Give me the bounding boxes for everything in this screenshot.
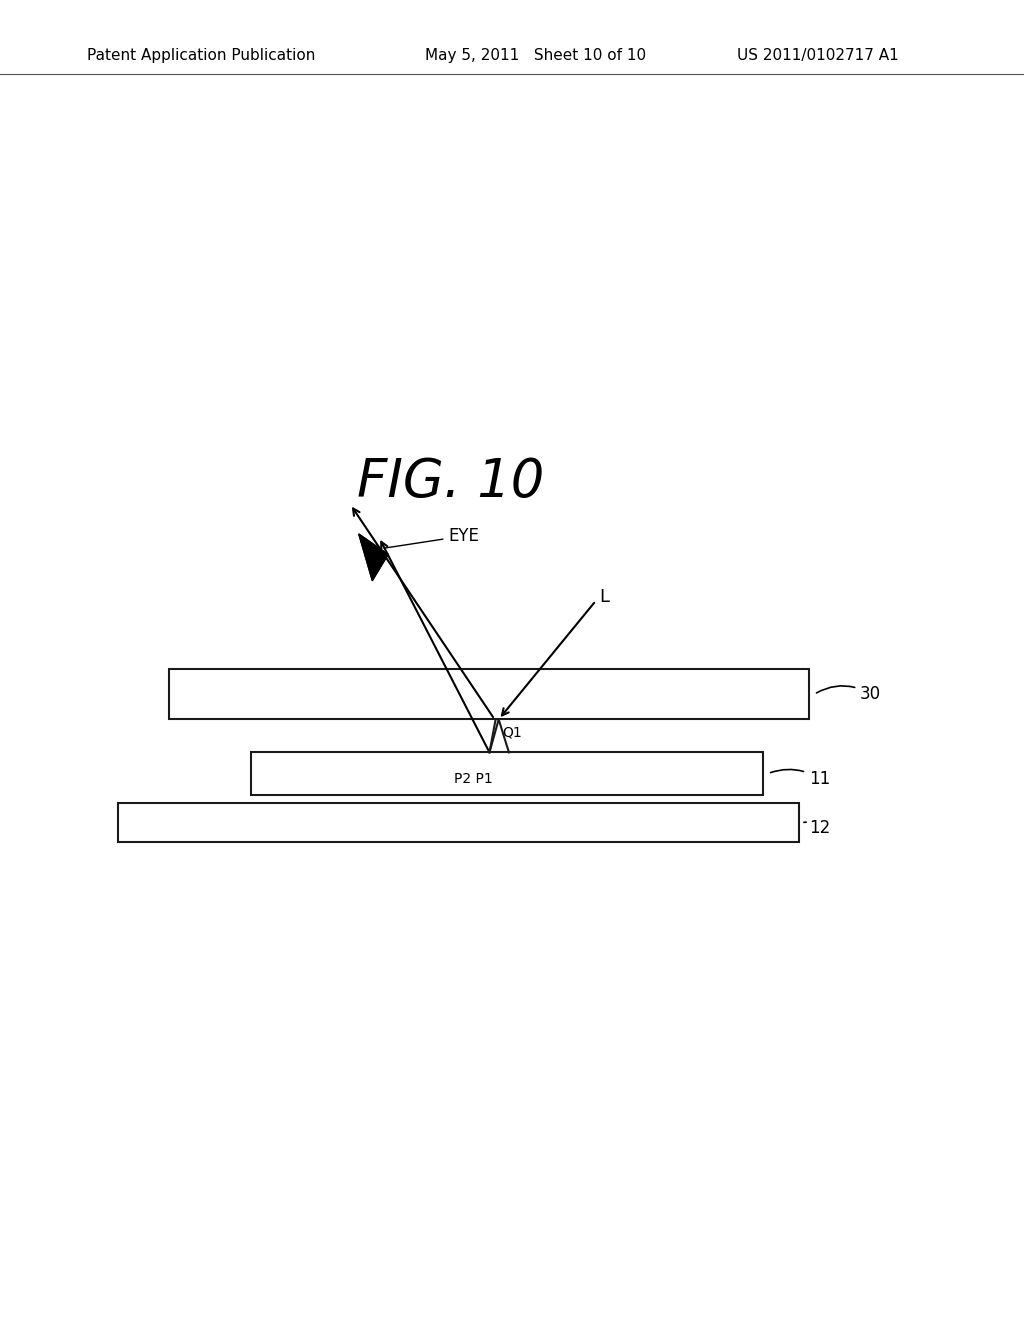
Text: P2 P1: P2 P1 [454,772,493,785]
Text: Patent Application Publication: Patent Application Publication [87,48,315,63]
Polygon shape [358,535,388,581]
Text: FIG. 10: FIG. 10 [357,455,544,508]
Text: US 2011/0102717 A1: US 2011/0102717 A1 [737,48,899,63]
Text: EYE: EYE [384,527,479,548]
Bar [118,803,799,842]
Text: May 5, 2011   Sheet 10 of 10: May 5, 2011 Sheet 10 of 10 [425,48,646,63]
Text: 30: 30 [816,685,882,704]
Text: Q1: Q1 [502,726,521,741]
Bar [169,669,809,719]
Text: 11: 11 [771,770,830,788]
Bar [251,752,763,795]
Text: L: L [599,587,609,606]
Text: 12: 12 [804,818,830,837]
